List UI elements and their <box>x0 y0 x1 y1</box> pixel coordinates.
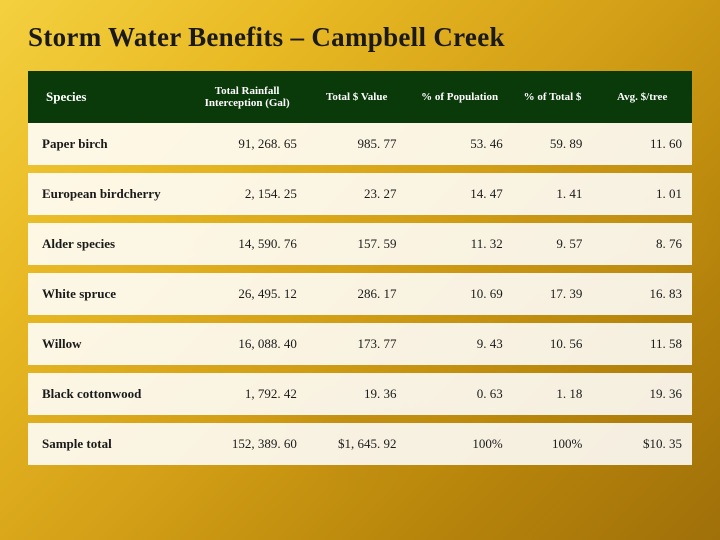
cell-value: 1. 18 <box>513 369 593 419</box>
cell-value: 26, 495. 12 <box>187 269 307 319</box>
table-row: Alder species 14, 590. 76 157. 59 11. 32… <box>28 219 692 269</box>
col-avg-tree: Avg. $/tree <box>592 71 692 123</box>
cell-value: 1, 792. 42 <box>187 369 307 419</box>
cell-value: 10. 69 <box>406 269 512 319</box>
col-rainfall: Total Rainfall Interception (Gal) <box>187 71 307 123</box>
cell-value: 0. 63 <box>406 369 512 419</box>
cell-value: 59. 89 <box>513 123 593 169</box>
cell-value: 9. 57 <box>513 219 593 269</box>
cell-value: 11. 60 <box>592 123 692 169</box>
cell-value: 16. 83 <box>592 269 692 319</box>
cell-value: 1. 41 <box>513 169 593 219</box>
cell-value: 11. 32 <box>406 219 512 269</box>
cell-species: European birdcherry <box>28 169 187 219</box>
cell-value: 286. 17 <box>307 269 407 319</box>
page-title: Storm Water Benefits – Campbell Creek <box>28 22 692 53</box>
benefits-table: Species Total Rainfall Interception (Gal… <box>28 71 692 465</box>
col-total-value: Total $ Value <box>307 71 407 123</box>
cell-value: 14. 47 <box>406 169 512 219</box>
cell-value: 100% <box>406 419 512 465</box>
cell-value: 985. 77 <box>307 123 407 169</box>
cell-value: 11. 58 <box>592 319 692 369</box>
col-pct-total: % of Total $ <box>513 71 593 123</box>
cell-species: White spruce <box>28 269 187 319</box>
col-pct-population: % of Population <box>406 71 512 123</box>
cell-value: 19. 36 <box>307 369 407 419</box>
table-row: Willow 16, 088. 40 173. 77 9. 43 10. 56 … <box>28 319 692 369</box>
benefits-table-wrap: Species Total Rainfall Interception (Gal… <box>28 71 692 465</box>
cell-species: Black cottonwood <box>28 369 187 419</box>
cell-value: $10. 35 <box>592 419 692 465</box>
cell-species: Willow <box>28 319 187 369</box>
cell-value: 157. 59 <box>307 219 407 269</box>
cell-value: $1, 645. 92 <box>307 419 407 465</box>
cell-value: 1. 01 <box>592 169 692 219</box>
cell-value: 16, 088. 40 <box>187 319 307 369</box>
table-row: Black cottonwood 1, 792. 42 19. 36 0. 63… <box>28 369 692 419</box>
table-row-total: Sample total 152, 389. 60 $1, 645. 92 10… <box>28 419 692 465</box>
table-row: White spruce 26, 495. 12 286. 17 10. 69 … <box>28 269 692 319</box>
cell-value: 23. 27 <box>307 169 407 219</box>
cell-value: 100% <box>513 419 593 465</box>
cell-value: 8. 76 <box>592 219 692 269</box>
cell-value: 91, 268. 65 <box>187 123 307 169</box>
cell-value: 14, 590. 76 <box>187 219 307 269</box>
cell-value: 10. 56 <box>513 319 593 369</box>
cell-value: 17. 39 <box>513 269 593 319</box>
table-row: European birdcherry 2, 154. 25 23. 27 14… <box>28 169 692 219</box>
cell-species: Alder species <box>28 219 187 269</box>
cell-value: 2, 154. 25 <box>187 169 307 219</box>
cell-value: 152, 389. 60 <box>187 419 307 465</box>
cell-species: Paper birch <box>28 123 187 169</box>
cell-value: 19. 36 <box>592 369 692 419</box>
col-species: Species <box>28 71 187 123</box>
cell-value: 9. 43 <box>406 319 512 369</box>
table-row: Paper birch 91, 268. 65 985. 77 53. 46 5… <box>28 123 692 169</box>
cell-species: Sample total <box>28 419 187 465</box>
table-header-row: Species Total Rainfall Interception (Gal… <box>28 71 692 123</box>
cell-value: 173. 77 <box>307 319 407 369</box>
cell-value: 53. 46 <box>406 123 512 169</box>
